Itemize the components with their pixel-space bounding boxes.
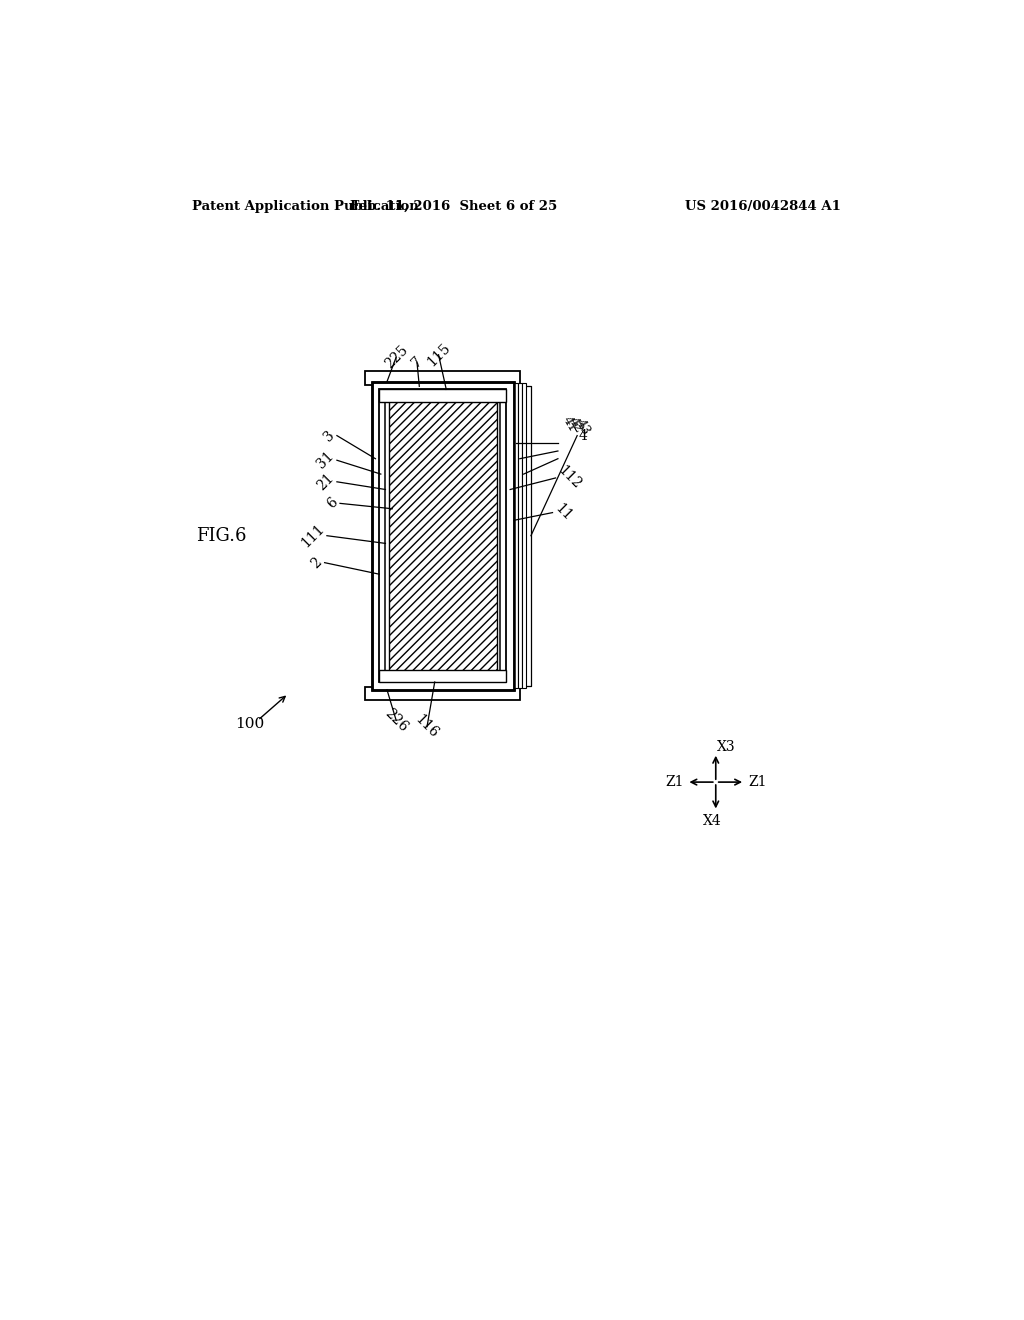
Bar xyxy=(366,686,520,701)
Text: 225: 225 xyxy=(382,343,411,371)
Text: 111: 111 xyxy=(298,521,327,550)
Text: 11: 11 xyxy=(553,502,574,524)
Text: 226: 226 xyxy=(382,706,411,735)
Bar xyxy=(372,381,514,689)
Text: 41: 41 xyxy=(560,414,580,434)
Text: 4: 4 xyxy=(579,429,588,442)
Text: 112: 112 xyxy=(556,463,585,492)
Text: 100: 100 xyxy=(236,717,264,731)
Text: US 2016/0042844 A1: US 2016/0042844 A1 xyxy=(685,199,841,213)
Bar xyxy=(379,389,506,682)
Bar xyxy=(366,371,520,385)
Bar xyxy=(514,383,518,688)
Text: 115: 115 xyxy=(424,341,453,370)
Bar xyxy=(372,381,514,689)
Bar xyxy=(518,383,521,688)
Text: Z1: Z1 xyxy=(665,775,683,789)
Text: Patent Application Publication: Patent Application Publication xyxy=(193,199,419,213)
Text: FIG.6: FIG.6 xyxy=(197,527,247,545)
Bar xyxy=(379,669,506,682)
Bar xyxy=(388,399,497,673)
Bar xyxy=(385,396,500,676)
Text: X4: X4 xyxy=(702,813,721,828)
Text: 21: 21 xyxy=(314,471,337,492)
Text: 116: 116 xyxy=(413,713,441,741)
Text: 3: 3 xyxy=(321,428,337,444)
Text: 43: 43 xyxy=(572,417,592,437)
Text: Feb. 11, 2016  Sheet 6 of 25: Feb. 11, 2016 Sheet 6 of 25 xyxy=(350,199,558,213)
Bar xyxy=(379,389,506,401)
Text: 2: 2 xyxy=(308,554,325,570)
Bar xyxy=(521,383,525,688)
Text: 6: 6 xyxy=(324,495,340,511)
Text: X3: X3 xyxy=(717,739,736,754)
Text: 42: 42 xyxy=(566,416,586,436)
Text: 7: 7 xyxy=(409,354,425,371)
Text: 31: 31 xyxy=(314,449,337,471)
Text: Z1: Z1 xyxy=(749,775,767,789)
